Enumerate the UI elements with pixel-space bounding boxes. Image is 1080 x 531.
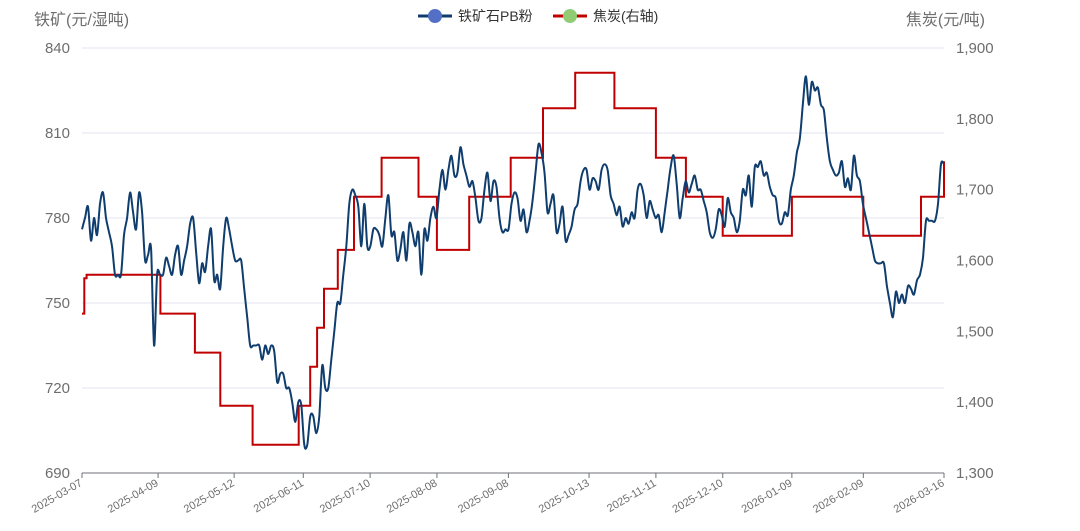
x-tick-label: 2025-10-13	[537, 477, 592, 516]
legend-item-coke[interactable]: 焦炭(右轴)	[553, 8, 658, 24]
right-axis-title: 焦炭(元/吨)	[906, 11, 985, 29]
legend-label-iron-ore: 铁矿石PB粉	[458, 8, 533, 24]
left-y-tick-label: 720	[45, 380, 70, 397]
right-y-tick-label: 1,800	[956, 111, 994, 128]
left-y-tick-label: 690	[45, 465, 70, 482]
right-y-tick-label: 1,500	[956, 323, 994, 340]
right-y-tick-label: 1,900	[956, 40, 994, 57]
right-y-tick-label: 1,400	[956, 394, 994, 411]
legend[interactable]: 铁矿石PB粉 焦炭(右轴)	[418, 8, 658, 24]
right-y-axis: 1,300 1,400 1,500 1,600 1,700 1,800 1,900	[956, 40, 994, 482]
x-tick-label: 2025-06-11	[252, 477, 306, 515]
left-y-tick-label: 750	[45, 295, 70, 312]
series-line-iron-ore	[81, 75, 945, 450]
left-axis-title: 铁矿(元/湿吨)	[34, 11, 129, 29]
x-tick-label: 2025-08-08	[385, 477, 440, 516]
left-y-tick-label: 810	[45, 125, 70, 142]
x-tick-label: 2025-03-07	[30, 477, 85, 516]
series-layer	[81, 71, 945, 450]
x-tick-label: 2026-01-09	[740, 477, 795, 516]
left-y-tick-label: 780	[45, 210, 70, 227]
x-tick-label: 2026-03-16	[892, 477, 947, 516]
right-y-tick-label: 1,600	[956, 253, 994, 270]
right-y-tick-label: 1,700	[956, 182, 994, 199]
legend-label-coke: 焦炭(右轴)	[593, 8, 658, 24]
x-tick-label: 2025-12-10	[670, 477, 725, 516]
legend-item-iron-ore[interactable]: 铁矿石PB粉	[418, 8, 533, 24]
x-tick-label: 2025-07-10	[318, 477, 373, 516]
left-y-axis: 690 720 750 780 810 840	[45, 40, 70, 482]
series-line-coke	[82, 71, 945, 446]
grid-lines	[82, 47, 944, 474]
left-y-tick-label: 840	[45, 40, 70, 57]
x-tick-label: 2025-05-12	[182, 477, 237, 516]
legend-marker-coke	[563, 9, 577, 23]
x-tick-label: 2026-02-09	[811, 477, 866, 516]
legend-marker-iron-ore	[428, 9, 442, 23]
x-tick-label: 2025-11-11	[605, 477, 658, 515]
x-axis: 2025-03-07 2025-04-09 2025-05-12 2025-06-11…	[30, 473, 947, 516]
x-tick-label: 2025-04-09	[106, 477, 161, 516]
right-y-tick-label: 1,300	[956, 465, 994, 482]
x-tick-label: 2025-09-08	[456, 477, 511, 516]
